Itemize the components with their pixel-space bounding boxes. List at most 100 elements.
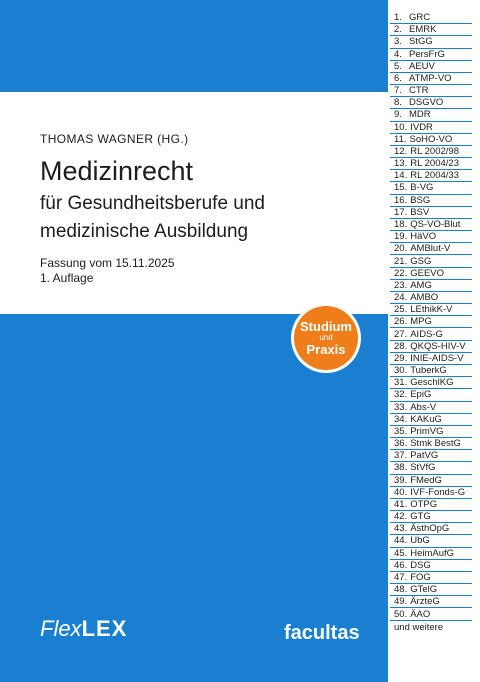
book-title: Medizinrecht xyxy=(40,156,194,186)
register-item-number: 12. xyxy=(394,145,408,157)
top-blue-band xyxy=(0,0,388,92)
register-item-number: 20. xyxy=(394,243,408,255)
register-item-number: 34. xyxy=(394,413,408,425)
editor-name: THOMAS WAGNER (HG.) xyxy=(40,132,189,146)
register-item-number: 5. xyxy=(394,60,402,72)
register-item: 33. Abs-V xyxy=(390,402,472,414)
register-item: 35. PrimVG xyxy=(390,426,472,439)
register-item-label: GeschlKG xyxy=(410,377,454,389)
register-item: 32. EpiG xyxy=(390,389,472,402)
register-item: 23. AMG xyxy=(390,280,472,292)
register-item: 17. BSV xyxy=(390,207,472,219)
badge-line-2: und xyxy=(319,333,333,342)
subtitle-line-1: für Gesundheitsberufe und xyxy=(40,193,265,214)
register-item: 34. KAKuG xyxy=(390,414,472,426)
register-item-number: 4. xyxy=(394,48,402,60)
register-item-label: LEthikK-V xyxy=(410,304,453,316)
register-item-number: 23. xyxy=(394,279,408,291)
register-item: 2. EMRK xyxy=(390,24,472,37)
register-item-label: AMBlut-V xyxy=(410,243,451,255)
register-item-number: 29. xyxy=(394,352,408,364)
register-item: 24. AMBO xyxy=(390,292,472,305)
register-item-label: IVDR xyxy=(410,121,433,133)
register-item-number: 22. xyxy=(394,267,408,279)
register-item: 38. StVfG xyxy=(390,462,472,475)
register-item: 10. IVDR xyxy=(390,122,472,134)
law-register: 1. GRC 2. EMRK 3. StGG 4. PersFrG 5. AEUV 6. ATMP-V… xyxy=(390,0,480,682)
register-item: 31. GeschlKG xyxy=(390,377,472,390)
register-item: 45. HeimAufG xyxy=(390,548,472,560)
register-item: 42. GTG xyxy=(390,511,472,524)
flexlex-logo: FlexLEX xyxy=(40,616,127,642)
register-item-number: 49. xyxy=(394,596,408,608)
register-item-number: 8. xyxy=(394,97,402,109)
edition-number: 1. Auflage xyxy=(40,271,94,285)
studium-praxis-badge: Studium und Praxis xyxy=(294,306,358,370)
register-item-number: 19. xyxy=(394,231,408,243)
register-item-label: MPG xyxy=(410,316,432,328)
register-item-number: 37. xyxy=(394,450,408,462)
register-item-number: 32. xyxy=(394,389,408,401)
register-item: 36. Stmk BestG xyxy=(390,438,472,451)
register-item-label: DSG xyxy=(410,559,431,571)
register-item: 30. TuberkG xyxy=(390,365,472,378)
badge-line-1: Studium xyxy=(300,319,352,334)
register-item: 41. OTPG xyxy=(390,498,472,512)
register-item-number: 3. xyxy=(394,36,402,48)
register-item: 9. MDR xyxy=(390,109,472,122)
register-item-number: 14. xyxy=(394,170,408,182)
register-item-label: Stmk BestG xyxy=(410,438,461,450)
register-item-label: AMBO xyxy=(410,292,439,304)
register-item: 20. AMBlut-V xyxy=(390,243,472,256)
register-item-number: 11. xyxy=(394,133,407,145)
register-item: 7. CTR xyxy=(390,85,472,98)
register-item: 4. PersFrG xyxy=(390,49,472,61)
register-item-label: SoHO-VO xyxy=(409,133,453,145)
register-item-label: PatVG xyxy=(410,450,439,462)
register-item-label: OTPG xyxy=(410,498,438,510)
register-item-number: 1. xyxy=(394,12,402,24)
register-item-number: 17. xyxy=(394,206,408,218)
register-item: 46. DSG xyxy=(390,560,472,572)
register-item-label: QKQS-HIV-V xyxy=(410,340,466,352)
publisher-logo: facultas xyxy=(284,622,360,644)
register-divider xyxy=(388,0,390,682)
register-item-number: 50. xyxy=(394,608,408,620)
register-item-label: GRC xyxy=(409,12,431,24)
register-item-number: 16. xyxy=(394,194,408,206)
register-item-label: TuberkG xyxy=(410,365,447,377)
register-item-number: 24. xyxy=(394,292,408,304)
register-item-label: GTG xyxy=(410,511,431,523)
register-item-number: 44. xyxy=(394,535,408,547)
register-item-number: 31. xyxy=(394,377,408,389)
register-item-number: 47. xyxy=(394,571,408,583)
register-item-number: 6. xyxy=(394,72,402,84)
register-item-label: AIDS-G xyxy=(410,328,443,340)
register-item: 15. B-VG xyxy=(390,182,472,195)
register-item-label: BSG xyxy=(410,194,431,206)
register-item-label: GSG xyxy=(410,255,432,267)
register-item-number: 38. xyxy=(394,462,408,474)
register-item-number: 28. xyxy=(394,340,408,352)
register-item-label: GTelG xyxy=(410,584,438,596)
bottom-blue-band xyxy=(0,314,388,682)
register-item-label: AMG xyxy=(410,279,432,291)
register-item-label: RL 2004/33 xyxy=(410,170,459,182)
flexlex-logo-part-2: LEX xyxy=(81,616,128,641)
register-item-label: AEUV xyxy=(409,60,435,72)
register-item: 12. RL 2002/98 xyxy=(390,145,472,159)
register-item: 40. IVF-Fonds-G xyxy=(390,487,472,499)
register-item-label: StGG xyxy=(409,36,433,48)
register-item: 22. GEEVO xyxy=(390,268,472,280)
register-item-number: 41. xyxy=(394,498,408,510)
register-item-label: GEEVO xyxy=(410,267,445,279)
register-item-number: 9. xyxy=(394,109,402,121)
register-item-label: QS-VO-Blut xyxy=(410,219,461,230)
register-item-label: MDR xyxy=(409,109,431,121)
register-item-label: ÄsthOpG xyxy=(410,523,450,535)
subtitle-line-2: medizinische Ausbildung xyxy=(40,221,249,242)
register-item-number: 33. xyxy=(394,401,408,413)
register-item-label: INIE-AIDS-V xyxy=(410,352,464,364)
register-item-number: 27. xyxy=(394,328,408,340)
